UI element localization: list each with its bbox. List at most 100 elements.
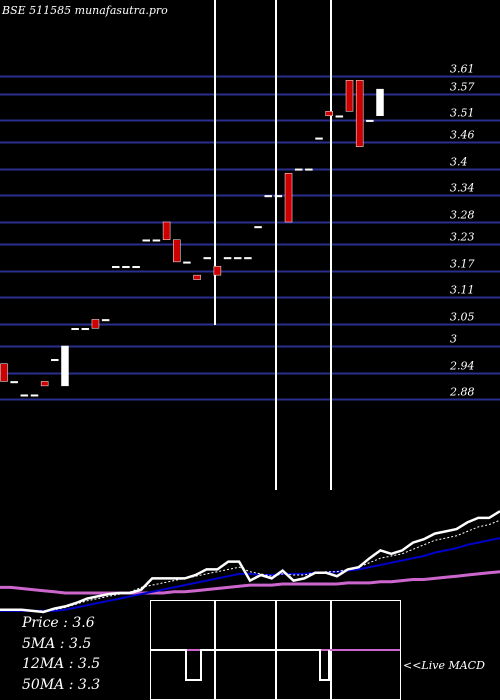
candle-body bbox=[173, 239, 181, 263]
y-tick-label: 3.51 bbox=[450, 107, 475, 120]
candle-body bbox=[183, 261, 191, 264]
ma12-line bbox=[0, 537, 500, 612]
candle bbox=[81, 328, 90, 331]
candle-body bbox=[284, 173, 293, 223]
indicator-lines bbox=[0, 510, 500, 614]
candle bbox=[112, 266, 120, 269]
candle-body bbox=[335, 115, 344, 118]
candle bbox=[274, 195, 283, 198]
candle bbox=[132, 266, 140, 269]
candle bbox=[315, 137, 323, 140]
stat-12ma: 12MA : 3.5 bbox=[22, 656, 101, 672]
candle-body bbox=[203, 257, 211, 260]
candle-body bbox=[213, 266, 222, 276]
candle-body bbox=[61, 345, 69, 387]
candle bbox=[366, 119, 374, 122]
candle-body bbox=[325, 111, 333, 116]
candle bbox=[30, 394, 39, 397]
macd-label-text: <<Live MACD bbox=[403, 659, 485, 672]
candle bbox=[264, 195, 272, 198]
candle-body bbox=[264, 195, 272, 198]
candle-body bbox=[81, 328, 90, 331]
candle bbox=[193, 274, 201, 280]
candle bbox=[173, 239, 181, 263]
candle bbox=[152, 239, 161, 242]
candle-body bbox=[30, 394, 39, 397]
candle bbox=[0, 363, 8, 382]
y-tick-label: 3.05 bbox=[450, 311, 475, 324]
candle bbox=[142, 239, 151, 242]
candle-body bbox=[355, 80, 364, 147]
candle bbox=[162, 221, 171, 240]
ma5-line bbox=[0, 519, 500, 612]
candle-body bbox=[315, 137, 323, 140]
stats-panel: Price : 3.6 5MA : 3.5 12MA : 3.5 50MA : … bbox=[22, 613, 100, 695]
candle-body bbox=[0, 363, 8, 382]
candle-body bbox=[40, 381, 49, 387]
candle-body bbox=[233, 257, 242, 260]
y-tick-label: 3.11 bbox=[450, 284, 475, 297]
candle bbox=[40, 381, 49, 387]
candle-body bbox=[305, 168, 313, 171]
candle-body bbox=[142, 239, 151, 242]
candle bbox=[213, 266, 222, 276]
candle-body bbox=[244, 257, 252, 260]
candle bbox=[345, 80, 354, 112]
chart-title: BSE 511585 munafasutra.pro bbox=[1, 4, 168, 17]
candle-body bbox=[20, 394, 29, 397]
candle bbox=[20, 394, 29, 397]
candle bbox=[325, 111, 333, 116]
candle bbox=[203, 257, 211, 260]
y-tick-label: 3.34 bbox=[450, 182, 475, 195]
candle bbox=[91, 319, 100, 329]
candlesticks bbox=[0, 80, 384, 397]
candle bbox=[122, 266, 130, 269]
y-tick-label: 3.28 bbox=[450, 209, 475, 222]
y-tick-label: 3 bbox=[450, 333, 457, 346]
candle bbox=[244, 257, 252, 260]
candle bbox=[335, 115, 344, 118]
candle bbox=[254, 226, 262, 229]
y-tick-label: 3.46 bbox=[450, 129, 475, 142]
candle bbox=[71, 328, 79, 331]
candle-body bbox=[132, 266, 140, 269]
y-tick-label: 3.23 bbox=[450, 231, 475, 244]
candle bbox=[101, 319, 110, 322]
stat-price: Price : 3.6 bbox=[22, 615, 95, 631]
stat-5ma: 5MA : 3.5 bbox=[22, 635, 92, 652]
candle-body bbox=[112, 266, 120, 269]
y-axis-ticks: 3.61 3.57 3.51 3.46 3.4 3.34 3.28 3.23 3.17 3.11 3… bbox=[449, 63, 475, 399]
candle-body bbox=[376, 88, 384, 116]
macd-label: <<Live MACD bbox=[403, 659, 485, 673]
y-tick-label: 3.4 bbox=[450, 156, 468, 169]
y-tick-label: 3.61 bbox=[450, 63, 475, 76]
candle bbox=[61, 345, 69, 387]
candle-body bbox=[10, 381, 18, 384]
candle-body bbox=[274, 195, 283, 198]
candle-body bbox=[193, 274, 201, 280]
candle bbox=[376, 88, 384, 116]
y-tick-label: 3.17 bbox=[450, 258, 475, 271]
candle bbox=[51, 359, 59, 362]
candle bbox=[305, 168, 313, 171]
candle-body bbox=[71, 328, 79, 331]
candle-body bbox=[345, 80, 354, 112]
stat-50ma: 50MA : 3.3 bbox=[22, 676, 101, 693]
y-tick-label: 2.94 bbox=[449, 360, 475, 373]
candle bbox=[355, 80, 364, 147]
candle bbox=[284, 173, 293, 223]
y-tick-label: 3.57 bbox=[450, 81, 475, 94]
macd-line bbox=[150, 649, 330, 681]
candle-body bbox=[122, 266, 130, 269]
candle-body bbox=[254, 226, 262, 229]
y-tick-label: 2.88 bbox=[449, 386, 475, 399]
candle bbox=[223, 257, 232, 260]
candle-body bbox=[152, 239, 161, 242]
candle bbox=[183, 261, 191, 264]
candle-body bbox=[366, 119, 374, 122]
candle-body bbox=[101, 319, 110, 322]
candle-body bbox=[91, 319, 100, 329]
candle-body bbox=[223, 257, 232, 260]
